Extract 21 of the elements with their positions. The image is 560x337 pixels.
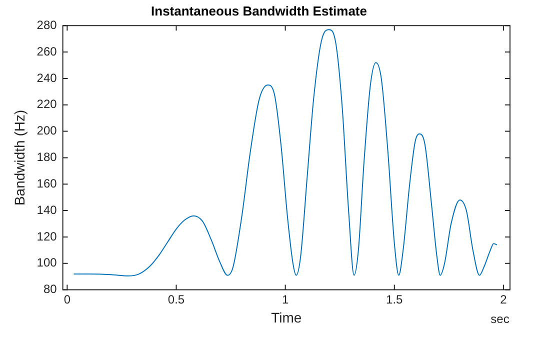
x-tick-label: 1 [282, 292, 289, 306]
x-tick-label: 0.5 [168, 292, 185, 306]
y-tick-label: 200 [36, 124, 58, 138]
x-axis-title: Time [271, 309, 302, 326]
y-tick-label: 140 [36, 202, 58, 217]
text: sec [490, 312, 510, 326]
y-tick-label: 180 [36, 150, 58, 164]
line-series [73, 29, 498, 276]
x-tick-label: 1.5 [386, 292, 404, 306]
y-tick-label: 280 [36, 18, 58, 32]
y-tick-label: 120 [36, 229, 58, 244]
y-tick-label: 220 [36, 97, 58, 112]
y-axis-title: Bandwidth (Hz) [11, 110, 28, 206]
y-tick-label: 80 [43, 282, 58, 296]
x-tick-label: 2 [500, 292, 508, 306]
y-tick-label: 100 [36, 256, 58, 270]
y-tick-label: 240 [36, 70, 58, 85]
chart-title: Instantaneous Bandwidth Estimate [151, 3, 367, 18]
y-tick-label: 160 [36, 176, 58, 190]
y-tick-label: 260 [36, 44, 58, 58]
x-tick-label: 0 [64, 292, 71, 306]
